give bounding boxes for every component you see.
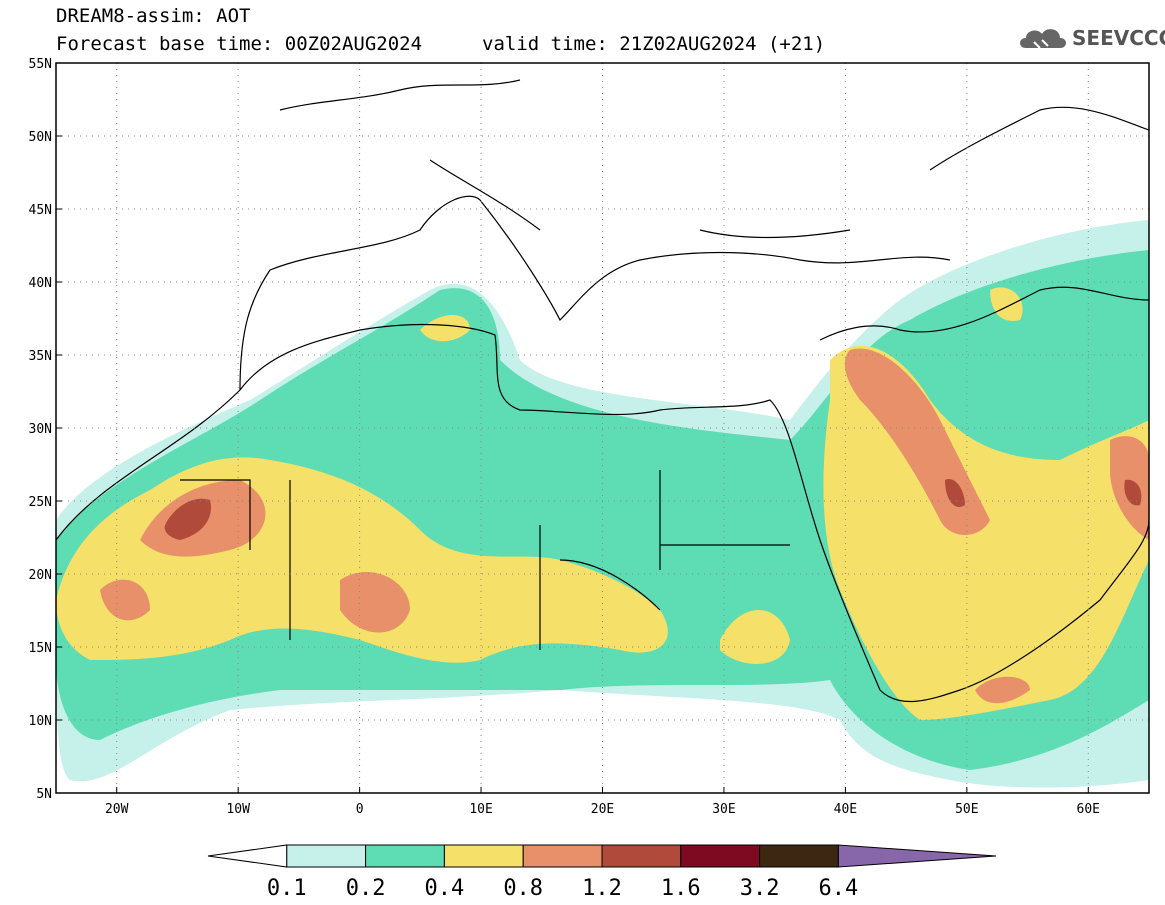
lon-axis: 20W 10W 0 10E 20E 30E 40E 50E 60E bbox=[105, 787, 1100, 817]
lat-tick-label: 30N bbox=[29, 422, 52, 437]
colorbar-label: 1.6 bbox=[661, 876, 701, 901]
cloud-icon bbox=[1020, 29, 1066, 49]
lat-tick-label: 45N bbox=[29, 203, 52, 218]
lon-tick-label: 0 bbox=[356, 802, 364, 817]
lon-tick-label: 50E bbox=[955, 802, 978, 817]
lat-tick-label: 40N bbox=[29, 276, 52, 291]
forecast-base-time: Forecast base time: 00Z02AUG2024 bbox=[56, 33, 423, 55]
coastlines bbox=[56, 79, 1149, 703]
lon-tick-label: 30E bbox=[712, 802, 735, 817]
colorbar-segment bbox=[365, 844, 445, 868]
colorbar-segment bbox=[443, 844, 524, 868]
lon-tick-label: 10E bbox=[469, 802, 492, 817]
lon-tick-label: 10W bbox=[226, 802, 250, 817]
colorbar-segment bbox=[286, 844, 367, 868]
seevccc-logo: SEEVCCC bbox=[1016, 22, 1165, 58]
lat-axis: 55N 50N 45N 40N 35N 30N 25N 20N 15N 10N 5N bbox=[29, 57, 62, 802]
lat-tick-label: 15N bbox=[29, 641, 52, 656]
lat-tick-label: 50N bbox=[29, 130, 52, 145]
colorbar-label: 0.4 bbox=[425, 876, 465, 901]
colorbar-label: 0.8 bbox=[503, 876, 543, 901]
lon-tick-label: 40E bbox=[834, 802, 857, 817]
lat-tick-label: 55N bbox=[29, 57, 52, 72]
colorbar-segment bbox=[759, 844, 839, 868]
map-title: DREAM8-assim: AOT bbox=[56, 5, 251, 27]
aot-field bbox=[56, 220, 1149, 788]
lon-tick-label: 20W bbox=[105, 802, 129, 817]
colorbar-label: 1.2 bbox=[582, 876, 622, 901]
colorbar-label: 6.4 bbox=[819, 876, 859, 901]
colorbar: 0.1 0.2 0.4 0.8 1.2 1.6 3.2 6.4 bbox=[207, 844, 997, 901]
colorbar-segment bbox=[522, 844, 603, 868]
lat-tick-label: 35N bbox=[29, 349, 52, 364]
colorbar-label: 3.2 bbox=[740, 876, 780, 901]
lat-tick-label: 10N bbox=[29, 714, 52, 729]
colorbar-label: 0.2 bbox=[346, 876, 386, 901]
logo-text: SEEVCCC bbox=[1072, 26, 1165, 50]
lon-tick-label: 60E bbox=[1077, 802, 1100, 817]
colorbar-label: 0.1 bbox=[267, 876, 307, 901]
lat-tick-label: 5N bbox=[36, 787, 52, 802]
lon-tick-label: 20E bbox=[591, 802, 614, 817]
colorbar-segment bbox=[601, 844, 682, 868]
colorbar-under-arrow bbox=[207, 844, 288, 868]
colorbar-segment bbox=[680, 844, 761, 868]
lat-tick-label: 20N bbox=[29, 568, 52, 583]
colorbar-over-arrow bbox=[837, 844, 997, 868]
valid-time: valid time: 21Z02AUG2024 (+21) bbox=[482, 33, 826, 55]
lat-tick-label: 25N bbox=[29, 495, 52, 510]
